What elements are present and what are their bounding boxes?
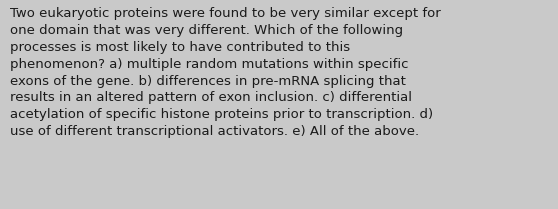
Text: Two eukaryotic proteins were found to be very similar except for
one domain that: Two eukaryotic proteins were found to be… (10, 7, 441, 138)
